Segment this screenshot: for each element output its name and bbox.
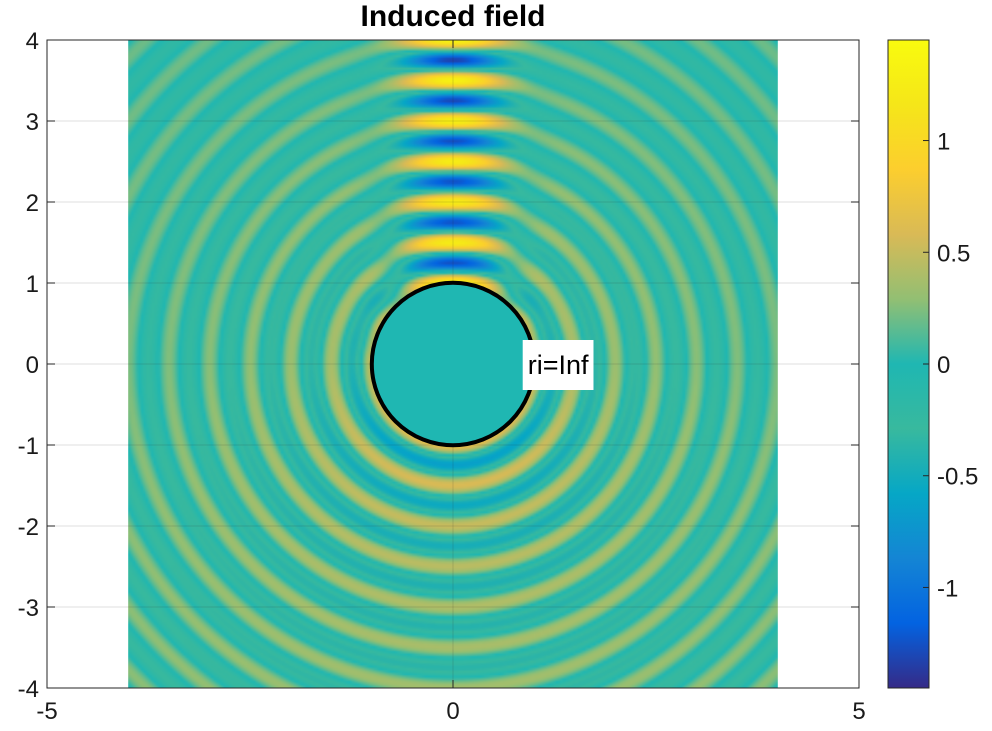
y-tick-label: -2 bbox=[18, 514, 39, 541]
colorbar-tick-label: -0.5 bbox=[937, 464, 978, 491]
colorbar-ticks: -1 -0.5 0 0.5 1 bbox=[923, 129, 978, 602]
y-tick-label: 3 bbox=[26, 109, 39, 136]
colorbar: -1 -0.5 0 0.5 1 bbox=[887, 39, 978, 689]
x-tick-label: 5 bbox=[852, 698, 865, 725]
y-tick-label: 2 bbox=[26, 190, 39, 217]
annotation-box: ri=Inf bbox=[522, 340, 594, 390]
colorbar-tick-label: 0 bbox=[937, 352, 950, 379]
y-axis-ticks: -4 -3 -2 -1 0 1 2 3 4 bbox=[18, 28, 859, 703]
grid-lines bbox=[47, 40, 859, 688]
colorbar-tick-label: 0.5 bbox=[937, 240, 970, 267]
y-tick-label: -3 bbox=[18, 595, 39, 622]
scatterer-circle bbox=[369, 280, 537, 448]
colorbar-gradient bbox=[888, 40, 929, 688]
y-tick-label: -1 bbox=[18, 433, 39, 460]
annotation-background bbox=[522, 340, 594, 390]
colorbar-tick-label: -1 bbox=[937, 575, 958, 602]
annotation-label: ri=Inf bbox=[528, 350, 589, 380]
plot-area: ri=Inf bbox=[46, 39, 860, 689]
y-tick-label: 0 bbox=[26, 352, 39, 379]
y-tick-label: 4 bbox=[26, 28, 39, 55]
x-axis-ticks: -5 0 5 bbox=[36, 40, 866, 725]
colorbar-tick-label: 1 bbox=[937, 129, 950, 156]
y-tick-label: -4 bbox=[18, 676, 39, 703]
x-tick-label: -5 bbox=[36, 698, 57, 725]
x-tick-label: 0 bbox=[446, 698, 459, 725]
chart-title: Induced field bbox=[360, 0, 545, 33]
y-tick-label: 1 bbox=[26, 271, 39, 298]
